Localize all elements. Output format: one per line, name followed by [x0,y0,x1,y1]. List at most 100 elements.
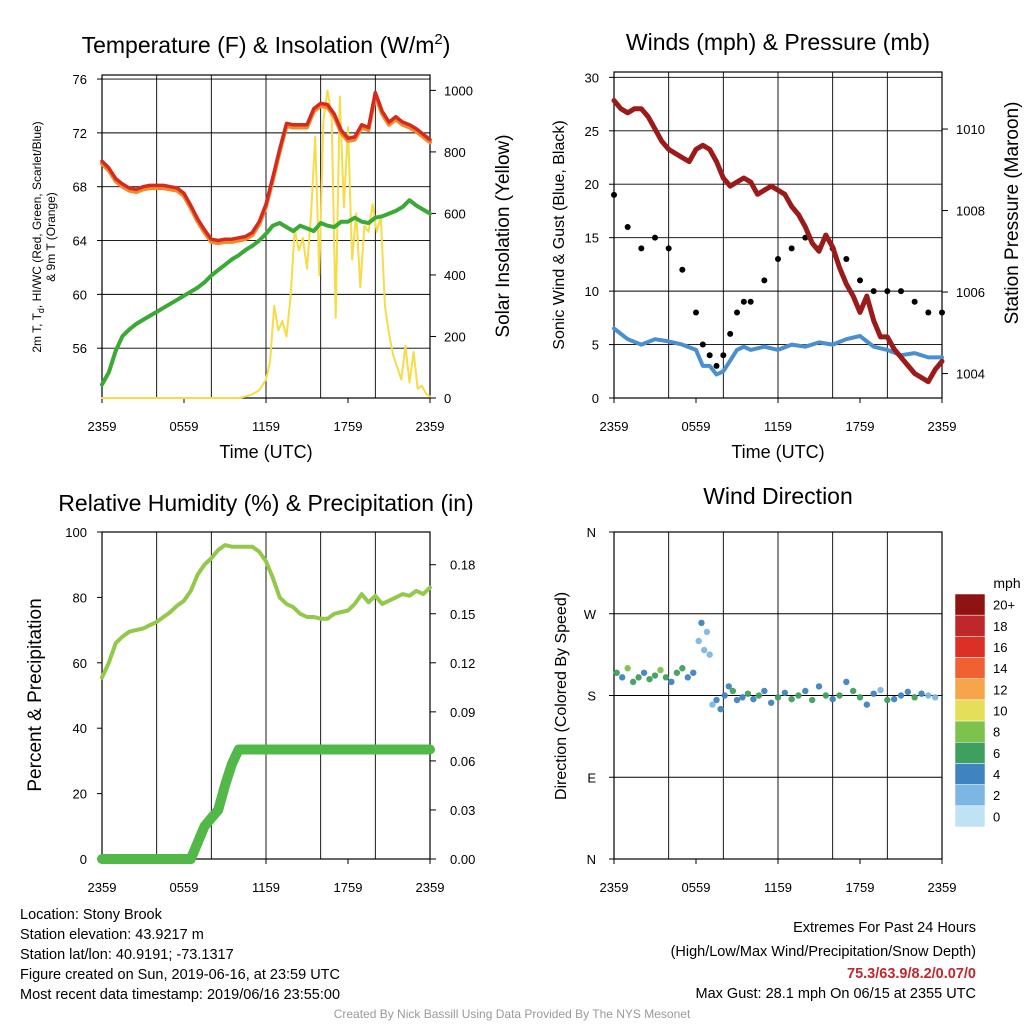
temperature-x-tick-label: 2359 [416,419,445,434]
wind-direction-point [619,674,626,681]
colorbar-label: 16 [993,640,1007,655]
wind-direction-point [829,695,836,703]
precipitation-line [97,744,435,864]
temperature-y-axis-label-line2: & 9m T (Orange) [44,192,58,282]
temperature-right-y-tick-label: 600 [444,206,466,221]
extremes-values: 75.3/63.9/8.2/0.07/0 [847,966,976,982]
colorbar-swatch [954,678,986,701]
wind-direction-x-tick-label: 2359 [928,880,957,895]
relative-humidity-line [100,543,432,680]
wind-direction-x-tick-label: 0559 [682,880,711,895]
wind-direction-point [822,692,830,699]
humidity-y-tick-label: 80 [73,590,87,605]
winds-right-y-tick-label: 1006 [956,285,985,300]
colorbar-label: 8 [993,725,1000,740]
gust-point [775,256,781,263]
gust-point [843,256,850,263]
winds-y-tick-label: 5 [592,338,599,353]
temperature-right-y-tick-label: 200 [444,329,466,344]
gust-point [747,298,754,305]
dewpoint-line [100,198,432,387]
humidity-right-y-tick-label: 0.12 [450,656,475,671]
wind-direction-panel-title: Wind Direction [703,483,853,509]
gust-point [857,277,863,284]
gust-point [870,288,877,295]
pressure-y-axis-label: Station Pressure (Maroon) [1002,102,1023,325]
colorbar-label: 10 [993,704,1007,719]
wind-direction-point [767,699,775,706]
wind-direction-point [640,669,648,676]
wind-direction-point [744,690,752,697]
colorbar-swatch [954,614,986,637]
wind-direction-point [624,665,631,672]
wind-direction-y-tick-label: N [587,852,596,867]
wind-direction-point [709,701,716,708]
temperature-x-tick-label: 1159 [252,419,280,434]
humidity-right-y-tick-label: 0.15 [450,607,475,622]
gust-point [665,245,672,252]
humidity-panel-title: Relative Humidity (%) & Precipitation (i… [58,490,473,516]
wind-direction-point [884,696,891,704]
wind-direction-point [690,669,697,676]
wind-direction-point [904,688,912,696]
insolation-y-axis-label: Solar Insolation (Yellow) [493,134,514,337]
colorbar-swatch [954,742,986,764]
wind-direction-point [808,696,816,704]
wind-direction-x-tick-label: 1159 [764,880,792,895]
winds-x-tick-label: 1759 [846,419,875,434]
humidity-x-tick-label: 1159 [252,880,280,895]
wind-direction-point [629,678,637,686]
colorbar-label: 0 [993,809,1000,824]
winds-right-y-tick-label: 1010 [956,122,985,137]
wind-direction-point [761,687,768,695]
wind-direction-y-axis-label: Direction (Colored By Speed) [553,592,570,800]
humidity-x-tick-label: 2359 [416,880,445,895]
winds-y-tick-label: 20 [585,177,599,192]
winds-x-tick-label: 0559 [682,419,711,434]
temperature-y-tick-label: 68 [73,180,87,195]
wind-direction-point [701,646,708,654]
humidity-y-tick-label: 60 [73,656,87,671]
gust-point [788,245,795,252]
wind-direction-point [721,692,728,699]
humidity-y-tick-label: 20 [73,787,87,802]
humidity-right-y-tick-label: 0.18 [450,558,475,573]
wind-direction-point [918,690,925,697]
wind-direction-x-tick-label: 1759 [846,880,875,895]
wind-direction-point [925,692,932,699]
wind-direction-point [729,687,737,695]
colorbar-label: 6 [993,746,1000,761]
wind-direction-y-tick-label: S [587,689,596,704]
colorbar-label: 2 [993,788,1000,803]
wind-direction-point [684,674,691,681]
station-location: Location: Stony Brook [20,907,162,923]
wind-direction-point [856,694,864,701]
wind-direction-point [897,692,905,699]
temperature-2m-line [100,90,432,243]
wind-direction-point [717,705,724,713]
winds-x-axis-label: Time (UTC) [731,442,824,462]
extremes-title: Extremes For Past 24 Hours [793,920,976,936]
wind-direction-point [849,687,857,695]
temperature-panel-title: Temperature (F) & Insolation (W/m2) [82,31,451,58]
wind-direction-point [646,675,653,683]
temperature-right-y-tick-label: 800 [444,145,466,160]
wind-direction-point [836,692,843,699]
temperature-right-y-tick-label: 1000 [444,83,473,98]
wind-direction-point [774,694,782,701]
gust-point [720,352,727,359]
winds-y-tick-label: 0 [592,391,599,406]
temperature-x-tick-label: 2359 [88,419,117,434]
colorbar-swatch [954,593,986,616]
gust-point [699,341,706,348]
colorbar-swatch [954,805,986,828]
wind-direction-point [698,619,705,627]
colorbar-label: 14 [993,661,1007,676]
wind-direction-x-tick-label: 2359 [600,880,629,895]
wind-direction-point [802,687,809,695]
humidity-panel: 2359 0559 1159 1759 23590204060801000.000.03… [65,525,475,895]
colorbar-label: 12 [993,682,1007,697]
wind-direction-point [931,694,939,701]
wind-speed-colorbar: 20+ 18 16 14 12 10 8 6 4 2 0 [954,593,1015,828]
wind-direction-point [713,696,720,704]
